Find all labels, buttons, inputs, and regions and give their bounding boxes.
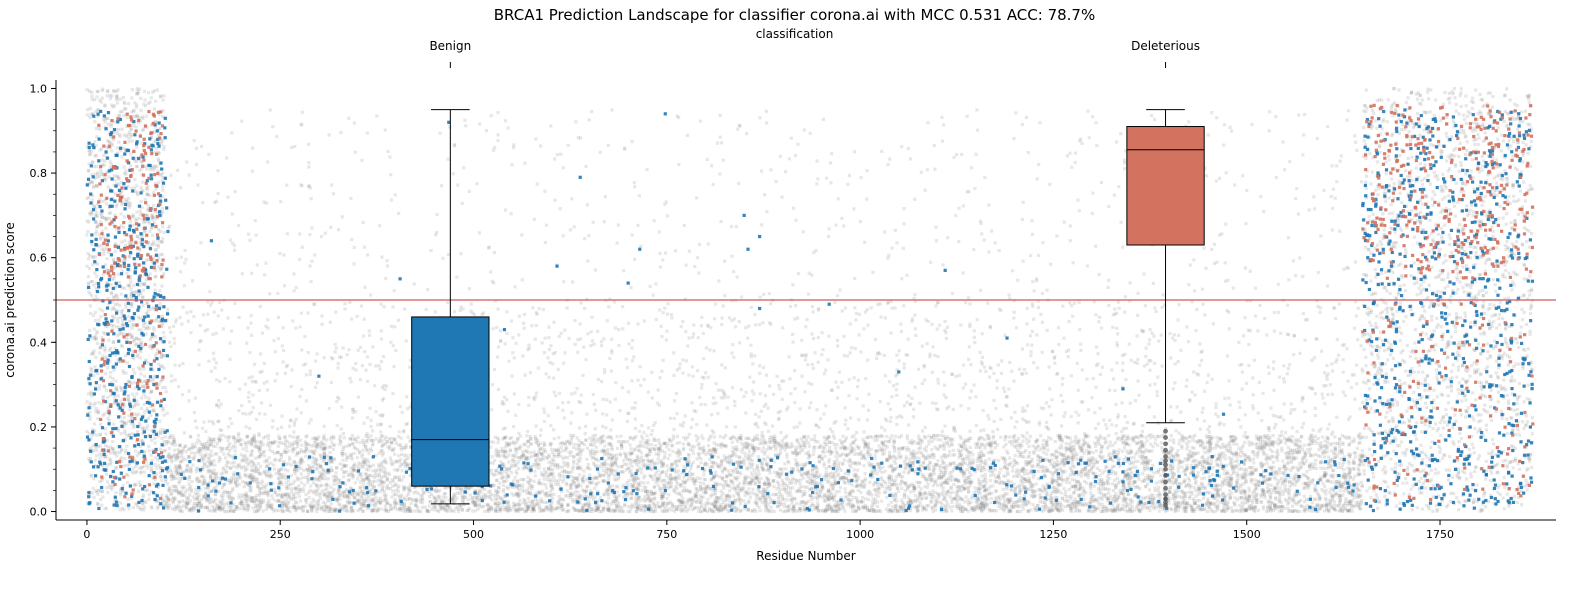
category-label-deleterious: Deleterious [1131,39,1200,53]
x-axis-label: Residue Number [756,549,855,563]
chart-container: BRCA1 Prediction Landscape for classifie… [0,0,1589,589]
y-ticks: 0.00.20.40.60.81.0 [30,82,57,518]
category-label-benign: Benign [429,39,471,53]
chart-svg: BRCA1 Prediction Landscape for classifie… [0,0,1589,589]
y-axis-label: corona.ai prediction score [3,222,17,378]
boxplot-benign [412,110,489,504]
x-ticks: 02505007501000125015001750 [83,520,1454,541]
chart-title: BRCA1 Prediction Landscape for classifie… [494,6,1095,24]
chart-subtitle: classification [756,27,834,41]
